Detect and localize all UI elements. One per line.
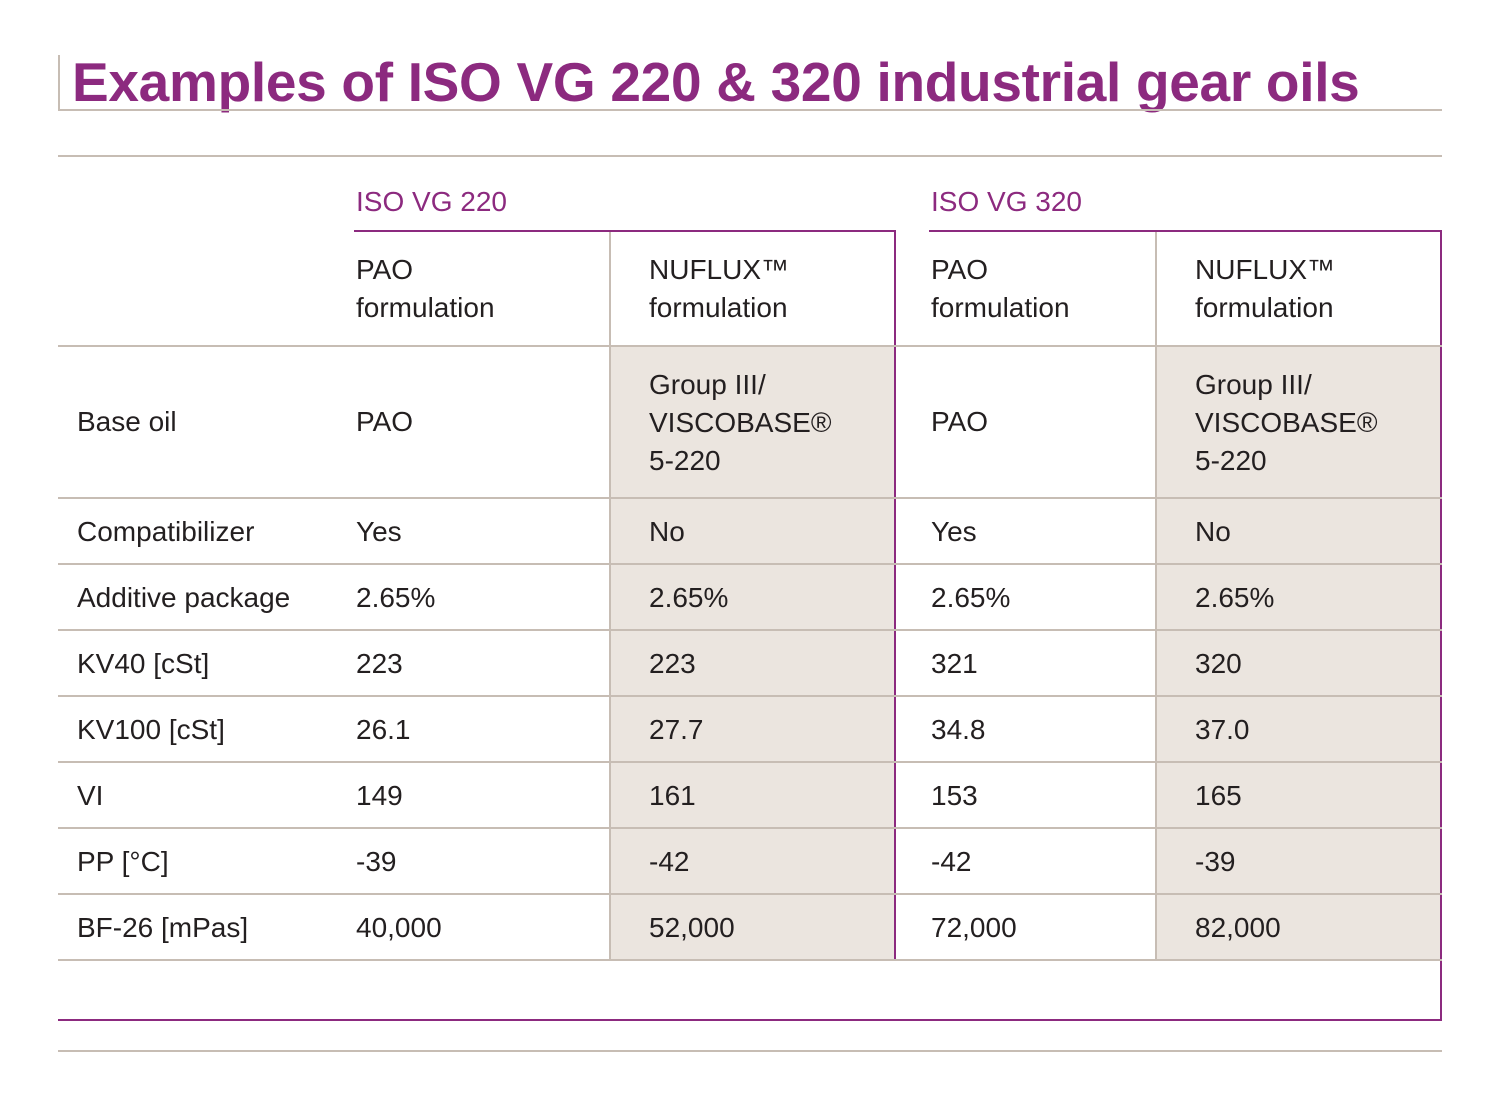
- table-cell: 153: [931, 780, 978, 811]
- row-rule: [58, 761, 1442, 763]
- table-top-rule: [58, 155, 1442, 157]
- group-label-iso-vg-220: ISO VG 220: [356, 186, 507, 217]
- group-rule-220: [354, 230, 896, 232]
- table-cell: 2.65%: [931, 582, 1011, 613]
- table-cell: 37.0: [1195, 714, 1250, 745]
- row-label-bf-26: BF-26 [mPas]: [77, 912, 249, 943]
- table-cell: No: [1195, 516, 1231, 547]
- col-header-nuflux-320: NUFLUX™ formulation: [1195, 254, 1336, 323]
- table-cell: 27.7: [649, 714, 704, 745]
- col-divider-1: [609, 232, 611, 960]
- table-cell: -39: [1195, 846, 1236, 877]
- row-rule: [58, 695, 1442, 697]
- row-label-base-oil: Base oil: [77, 406, 177, 437]
- col-divider-3: [1155, 232, 1157, 960]
- table-cell: -42: [649, 846, 690, 877]
- table-cell: 26.1: [356, 714, 411, 745]
- table-cell: Yes: [356, 516, 402, 547]
- table-cell: 161: [649, 780, 696, 811]
- table-right-border: [1440, 232, 1442, 1020]
- table-cell: PAO: [931, 406, 989, 437]
- group-rule-320: [929, 230, 1442, 232]
- table-cell: Group III/ VISCOBASE® 5-220: [649, 369, 832, 476]
- row-rule: [58, 893, 1442, 895]
- table-cell: -42: [931, 846, 972, 877]
- col-header-pao-220: PAO formulation: [356, 254, 495, 323]
- row-rule: [58, 959, 1442, 961]
- row-rule: [58, 563, 1442, 565]
- table-cell: -39: [356, 846, 397, 877]
- table-cell: 320: [1195, 648, 1242, 679]
- table-cell: 223: [649, 648, 696, 679]
- row-rule: [58, 345, 1442, 347]
- table-cell: 2.65%: [356, 582, 436, 613]
- row-label-additive-package: Additive package: [77, 582, 291, 613]
- table-cell: 2.65%: [1195, 582, 1275, 613]
- row-label-kv100: KV100 [cSt]: [77, 714, 225, 745]
- table-cell: 149: [356, 780, 403, 811]
- col-header-pao-320: PAO formulation: [931, 254, 1070, 323]
- row-label-kv40: KV40 [cSt]: [77, 648, 210, 679]
- shade-col-nuflux-220: [611, 346, 895, 960]
- table-cell: 82,000: [1195, 912, 1281, 943]
- row-label-compatibilizer: Compatibilizer: [77, 516, 255, 547]
- table-cell: 40,000: [356, 912, 442, 943]
- shade-col-nuflux-320: [1157, 346, 1441, 960]
- page-title: Examples of ISO VG 220 & 320 industrial …: [72, 51, 1360, 113]
- table-cell: 321: [931, 648, 978, 679]
- row-label-pp: PP [°C]: [77, 846, 169, 877]
- table-cell: 72,000: [931, 912, 1017, 943]
- col-header-nuflux-220: NUFLUX™ formulation: [649, 254, 790, 323]
- table-cell: 2.65%: [649, 582, 729, 613]
- title-underline: [58, 109, 1442, 111]
- table-bottom-rule: [58, 1019, 1442, 1021]
- group-divider-purple: [894, 232, 896, 960]
- table-cell: Group III/ VISCOBASE® 5-220: [1195, 369, 1378, 476]
- table-cell: No: [649, 516, 685, 547]
- row-label-vi: VI: [77, 780, 104, 811]
- table-cell: Yes: [931, 516, 977, 547]
- table-cell: 34.8: [931, 714, 986, 745]
- footer-rule: [58, 1050, 1442, 1052]
- table-cell: 52,000: [649, 912, 735, 943]
- table-cell: PAO: [356, 406, 414, 437]
- row-rule: [58, 827, 1442, 829]
- row-rule: [58, 497, 1442, 499]
- table-cell: 165: [1195, 780, 1242, 811]
- title-accent-bar: [58, 55, 60, 111]
- row-rule: [58, 629, 1442, 631]
- table-cell: 223: [356, 648, 403, 679]
- group-label-iso-vg-320: ISO VG 320: [931, 186, 1082, 217]
